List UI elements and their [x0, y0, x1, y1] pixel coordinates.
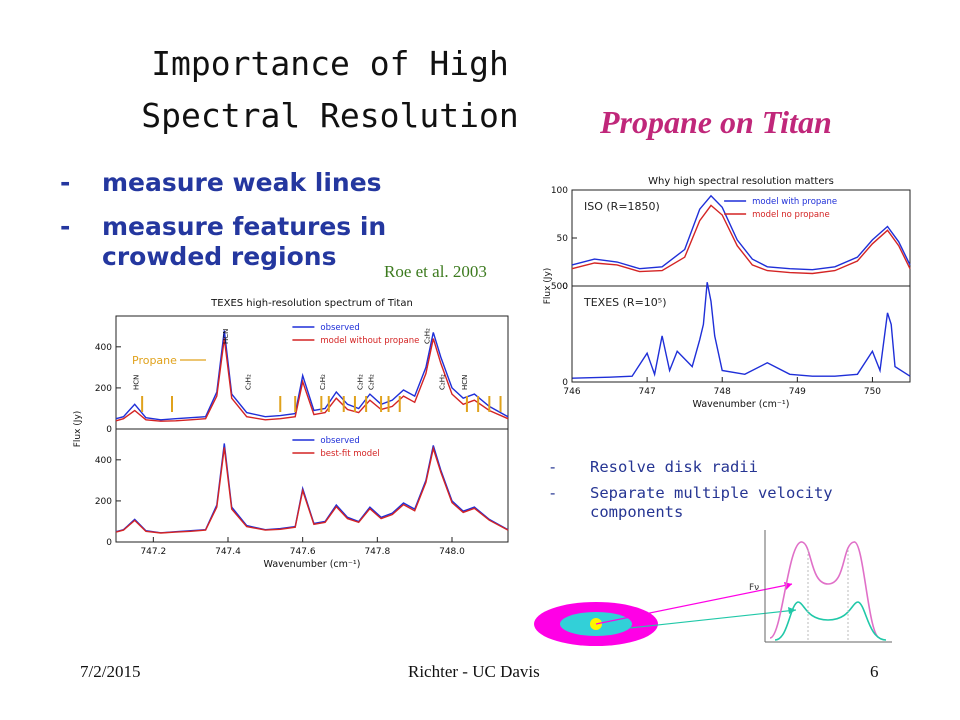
y-tick-label: 50	[557, 234, 569, 244]
x-tick-label: 747.2	[140, 547, 166, 557]
y-tick-label: 200	[95, 384, 112, 394]
y-tick-label: 0	[562, 282, 568, 292]
line-label: C₂H₂	[319, 374, 327, 390]
legend-label: observed	[320, 323, 359, 333]
iso-texes-chart: Why high spectral resolution matters 0 50 1…	[543, 176, 911, 410]
legend-label: model without propane	[320, 336, 419, 346]
panel-label: TEXES (R=10⁵)	[583, 296, 666, 309]
series-line-0	[571, 282, 911, 379]
panel-label: ISO (R=1850)	[584, 200, 660, 213]
x-tick-label: 747	[639, 387, 656, 397]
y-tick-label: 200	[95, 497, 112, 507]
propane-annotation: Propane	[132, 354, 177, 367]
chart-title: Why high spectral resolution matters	[648, 176, 834, 187]
bullet-text: Separate multiple velocity components	[590, 484, 833, 521]
legend-label: model with propane	[752, 197, 837, 207]
panel-frame	[115, 315, 509, 430]
footer-date: 7/2/2015	[80, 662, 141, 681]
line-label: C₂H₂	[244, 374, 252, 390]
citation: Roe et al. 2003	[384, 262, 487, 281]
disk-velocity-diagram: Fν	[534, 530, 892, 646]
slide-title: Importance of High Spectral Resolution	[141, 44, 519, 135]
series-line-0	[115, 330, 509, 421]
line-label: C₂H₂	[368, 374, 376, 390]
x-tick-label: 747.8	[364, 547, 390, 557]
teal-arrow	[629, 609, 797, 629]
y-tick-label: 500	[551, 282, 568, 292]
x-tick-label: 746	[563, 387, 580, 397]
page-number: 6	[870, 662, 879, 681]
legend-label: best-fit model	[320, 449, 379, 459]
bullet-text: measure weak lines	[102, 168, 382, 197]
texes-spectrum-chart: TEXES high-resolution spectrum of Titan 0…	[73, 298, 509, 570]
line-label: C₂H₂	[424, 328, 432, 344]
y-tick-label: 0	[562, 378, 568, 388]
y-axis-label: Flux (Jy)	[73, 411, 83, 448]
panel-frame	[115, 428, 509, 543]
panel-frame	[571, 285, 911, 383]
series-line-1	[115, 445, 509, 534]
line-label: HCN	[222, 329, 230, 344]
x-tick-label: 749	[789, 387, 806, 397]
bullet-dash: -	[548, 484, 558, 502]
footer-author: Richter - UC Davis	[408, 662, 540, 681]
y-tick-label: 0	[106, 425, 112, 435]
bullet-dash: -	[548, 458, 558, 476]
x-axis-label: Wavenumber (cm⁻¹)	[264, 559, 361, 570]
bullet-dash: -	[60, 212, 71, 241]
line-label: C₂H₂	[439, 374, 447, 390]
pink-arrow	[595, 583, 793, 625]
line-label: C₂H₂	[356, 374, 364, 390]
series-line-1	[571, 204, 911, 275]
pink-line-profile	[769, 541, 881, 639]
y-tick-label: 0	[106, 538, 112, 548]
y-tick-label: 100	[551, 186, 568, 196]
series-line-0	[571, 194, 911, 271]
legend-label: model no propane	[752, 210, 830, 220]
x-tick-label: 750	[864, 387, 881, 397]
bullet-text: Resolve disk radii	[590, 458, 758, 476]
line-label: HCN	[132, 375, 140, 390]
legend-label: observed	[320, 436, 359, 446]
x-tick-label: 747.6	[290, 547, 316, 557]
x-tick-label: 748	[714, 387, 731, 397]
x-axis-label: Wavenumber (cm⁻¹)	[693, 399, 790, 410]
chart-title: TEXES high-resolution spectrum of Titan	[210, 298, 413, 309]
y-tick-label: 400	[95, 343, 112, 353]
bullet-dash: -	[60, 168, 71, 197]
x-tick-label: 747.4	[215, 547, 241, 557]
line-label: HCN	[461, 375, 469, 390]
bullet-text: measure features in crowded regions	[102, 212, 387, 271]
y-axis-label: Flux (Jy)	[543, 268, 553, 305]
series-line-1	[115, 338, 509, 422]
teal-line-profile	[774, 601, 887, 641]
y-tick-label: 400	[95, 456, 112, 466]
profile-axis-label: Fν	[749, 583, 759, 593]
slide-subtitle: Propane on Titan	[600, 104, 832, 140]
x-tick-label: 748.0	[439, 547, 465, 557]
